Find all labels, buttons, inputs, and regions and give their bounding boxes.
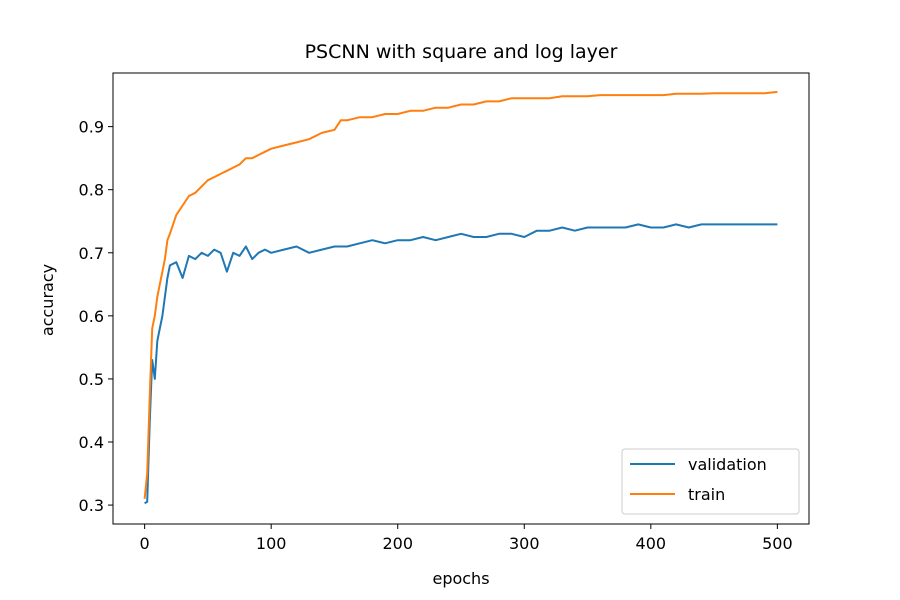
y-axis-label: accuracy (38, 264, 57, 336)
axes-frame (112, 72, 810, 525)
y-tick-label: 0.3 (79, 496, 104, 515)
series-line-train (143, 90, 778, 499)
x-axis: 0 100 200 300 400 500 (140, 524, 793, 553)
plot-area (143, 90, 778, 505)
x-tick-label: 500 (762, 534, 793, 553)
x-tick-label: 0 (140, 534, 150, 553)
y-tick-label: 0.8 (79, 181, 104, 200)
legend: validation train (621, 448, 800, 515)
legend-label-validation: validation (688, 455, 767, 474)
y-tick-label: 0.9 (79, 118, 104, 137)
y-tick-label: 0.4 (79, 433, 104, 452)
x-axis-label: epochs (432, 569, 489, 588)
y-tick-label: 0.6 (79, 307, 104, 326)
y-tick-label: 0.5 (79, 370, 104, 389)
x-tick-label: 300 (509, 534, 540, 553)
x-tick-label: 200 (382, 534, 413, 553)
y-tick-label: 0.7 (79, 244, 104, 263)
series-line-validation (144, 223, 778, 505)
x-tick-label: 400 (636, 534, 667, 553)
legend-box (621, 448, 800, 515)
y-axis: 0.3 0.4 0.5 0.6 0.7 0.8 0.9 (79, 118, 113, 515)
chart-title: PSCNN with square and log layer (305, 41, 618, 63)
legend-label-train: train (688, 485, 725, 504)
x-tick-label: 100 (256, 534, 287, 553)
